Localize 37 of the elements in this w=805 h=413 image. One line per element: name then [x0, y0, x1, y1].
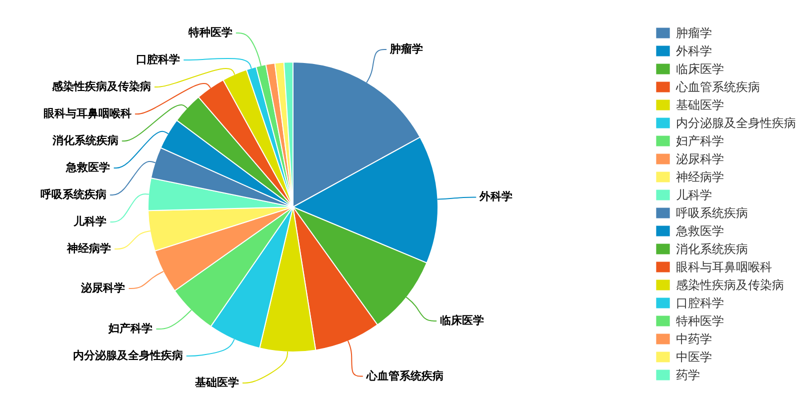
slice-label: 神经病学	[66, 242, 111, 255]
slice-label: 急救医学	[65, 161, 110, 174]
slice-label: 临床医学	[440, 314, 484, 327]
legend-label: 口腔科学	[676, 296, 724, 310]
legend-label: 内分泌腺及全身性疾病	[676, 116, 796, 130]
legend-label: 中医学	[676, 350, 712, 364]
slice-label: 感染性疾病及传染病	[50, 80, 151, 93]
slice-label: 特种医学	[187, 26, 232, 39]
legend-label: 消化系统疾病	[676, 242, 748, 256]
legend-label: 泌尿科学	[676, 152, 724, 166]
legend-label: 感染性疾病及传染病	[676, 278, 784, 292]
legend-label: 呼吸系统疾病	[676, 206, 748, 220]
slice-label: 泌尿科学	[80, 282, 126, 295]
slice-label: 口腔科学	[136, 53, 180, 66]
legend-label: 眼科与耳鼻咽喉科	[676, 260, 772, 274]
legend-label: 药学	[676, 368, 700, 382]
legend-label: 中药学	[676, 332, 712, 346]
legend-label: 外科学	[676, 44, 712, 58]
slice-label: 内分泌腺及全身性疾病	[72, 349, 183, 362]
legend-label: 肿瘤学	[676, 26, 712, 40]
legend-label: 心血管系统疾病	[675, 80, 760, 94]
legend-label: 急救医学	[675, 224, 724, 238]
legend-label: 特种医学	[676, 314, 724, 328]
slice-label: 基础医学	[194, 376, 239, 389]
slice-label: 妇产科学	[108, 322, 153, 335]
slice-label: 儿科学	[72, 215, 107, 228]
slice-label: 肿瘤学	[389, 42, 424, 56]
legend-label: 妇产科学	[676, 134, 724, 148]
slice-label: 呼吸系统疾病	[40, 188, 106, 201]
slice-label: 眼科与耳鼻咽喉科	[43, 107, 132, 120]
legend-label: 儿科学	[676, 188, 712, 202]
legend-label: 神经病学	[676, 170, 724, 184]
slice-label: 消化系统疾病	[51, 134, 118, 147]
legend-label: 基础医学	[676, 98, 724, 112]
slice-label: 心血管系统疾病	[366, 369, 444, 382]
slice-label: 外科学	[478, 190, 513, 204]
legend-label: 临床医学	[676, 62, 724, 76]
